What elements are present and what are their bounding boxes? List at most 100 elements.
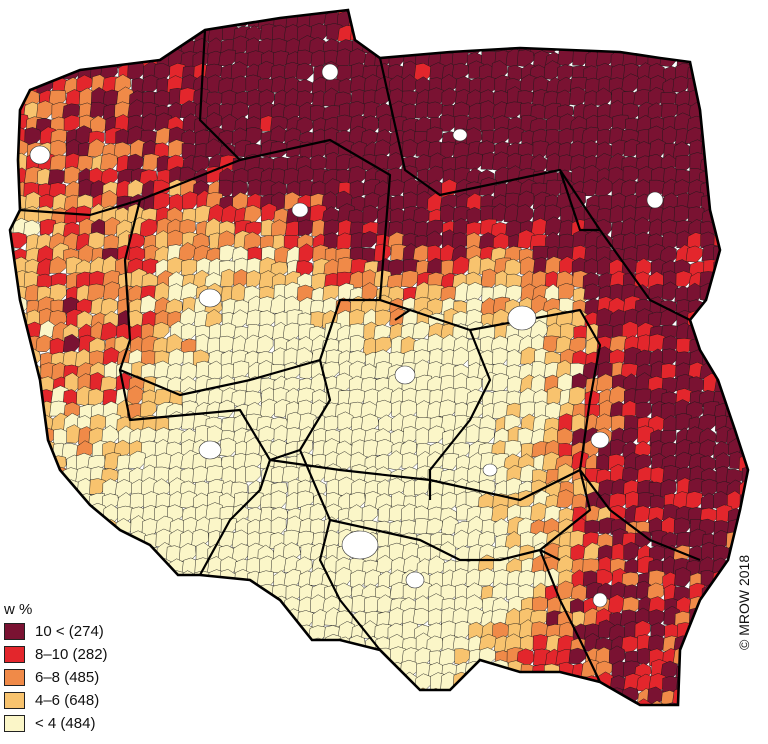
municipality-cell	[701, 11, 719, 30]
municipality-cell	[584, 688, 601, 705]
municipality-cell	[726, 321, 744, 341]
municipality-cell	[726, 62, 744, 80]
municipality-cell	[11, 430, 29, 447]
municipality-cell	[389, 712, 406, 730]
municipality-cell	[754, 713, 768, 729]
municipality-cell	[11, 10, 29, 16]
municipality-cell	[326, 739, 341, 744]
municipality-cell	[207, 610, 225, 629]
municipality-cell	[622, 739, 640, 744]
legend-label: 10 < (274)	[35, 623, 104, 640]
municipality-cell	[270, 674, 288, 693]
municipality-cell	[493, 24, 511, 45]
municipality-cell	[36, 491, 54, 511]
municipality-cell	[506, 685, 526, 705]
municipality-cell	[273, 714, 290, 731]
municipality-cell	[114, 572, 133, 590]
municipality-cell	[739, 233, 748, 251]
municipality-cell	[10, 389, 17, 409]
municipality-cell	[399, 702, 418, 705]
municipality-cell	[672, 75, 690, 94]
municipality-cell	[285, 686, 302, 705]
municipality-cell	[530, 739, 547, 744]
municipality-cell	[10, 10, 18, 16]
municipality-cell	[295, 62, 314, 81]
municipality-cell	[12, 502, 30, 523]
municipality-cell	[585, 24, 603, 44]
municipality-cell	[10, 205, 14, 224]
municipality-cell	[244, 663, 263, 681]
municipality-cell	[64, 10, 80, 17]
municipality-cell	[76, 507, 95, 526]
municipality-cell	[260, 623, 279, 643]
municipality-cell	[742, 166, 748, 185]
municipality-cell	[272, 647, 290, 668]
municipality-cell	[466, 672, 484, 693]
municipality-cell	[38, 531, 57, 551]
municipality-cell	[416, 23, 434, 40]
municipality-cell	[686, 646, 704, 665]
municipality-cell	[753, 466, 768, 483]
municipality-cell	[64, 540, 83, 562]
municipality-cell	[701, 117, 719, 135]
municipality-cell	[754, 116, 768, 134]
municipality-cell	[181, 259, 199, 276]
municipality-cell	[349, 662, 368, 681]
municipality-cell	[481, 727, 498, 744]
municipality-cell	[466, 726, 483, 743]
municipality-cell	[425, 701, 443, 705]
municipality-cell	[208, 714, 224, 732]
municipality-cell	[104, 570, 122, 588]
municipality-cell	[441, 728, 458, 744]
municipality-cell	[64, 560, 84, 578]
municipality-cell	[11, 542, 28, 561]
municipality-cell	[61, 48, 79, 66]
municipality-cell	[10, 88, 18, 107]
municipality-cell	[178, 728, 196, 744]
municipality-cell	[192, 702, 211, 705]
municipality-cell	[10, 559, 19, 578]
municipality-cell	[725, 698, 744, 705]
municipality-cell	[361, 413, 380, 432]
municipality-cell	[10, 259, 14, 279]
municipality-cell	[543, 741, 560, 744]
municipality-cell	[739, 373, 748, 393]
municipality-cell	[181, 636, 200, 654]
municipality-cell	[12, 36, 30, 53]
municipality-cell	[712, 610, 730, 629]
municipality-cell	[754, 494, 768, 513]
municipality-cell	[701, 715, 718, 732]
municipality-cell	[13, 477, 31, 497]
municipality-cell	[440, 11, 458, 28]
municipality-cell	[739, 281, 748, 302]
municipality-cell	[234, 612, 252, 630]
municipality-cell	[128, 543, 146, 562]
municipality-cell	[714, 12, 731, 31]
municipality-cell	[246, 726, 263, 744]
municipality-cell	[10, 129, 17, 149]
municipality-cell	[698, 674, 716, 694]
municipality-cell	[741, 688, 748, 705]
municipality-cell	[738, 338, 748, 357]
municipality-cell	[674, 10, 692, 30]
municipality-cell	[571, 12, 588, 30]
municipality-cell	[245, 646, 263, 665]
municipality-cell	[64, 531, 83, 551]
municipality-cell	[390, 676, 407, 694]
municipality-cell	[182, 661, 200, 678]
municipality-cell	[703, 50, 721, 68]
municipality-cell	[182, 191, 199, 211]
city-lodz	[394, 365, 416, 385]
municipality-cell	[608, 700, 626, 705]
municipality-cell	[478, 427, 495, 444]
municipality-cell	[10, 323, 18, 342]
municipality-cell	[298, 648, 316, 667]
municipality-cell	[516, 10, 535, 15]
municipality-cell	[516, 204, 534, 225]
municipality-cell	[753, 142, 768, 161]
municipality-cell	[10, 531, 15, 551]
municipality-cell	[483, 717, 499, 732]
municipality-cell	[208, 700, 225, 705]
municipality-cell	[724, 676, 742, 694]
